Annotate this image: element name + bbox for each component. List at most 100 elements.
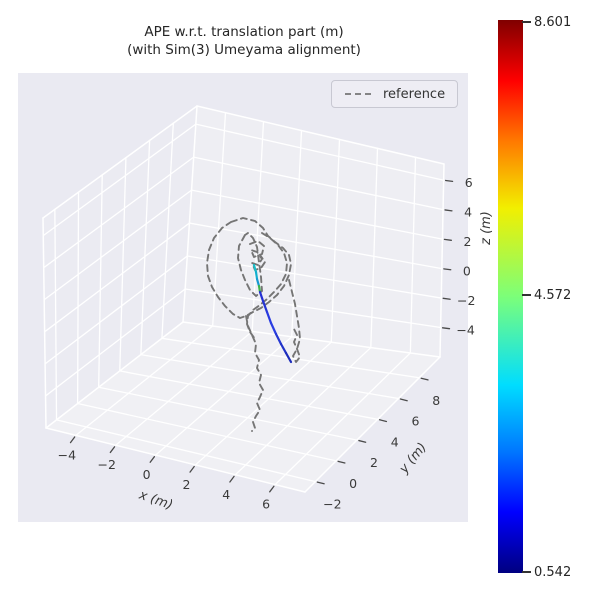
estimated-trajectory-segment xyxy=(269,321,278,336)
y-tick-mark xyxy=(399,398,408,402)
grid-line-z-right xyxy=(195,123,445,181)
grid-line-x-floor xyxy=(154,336,293,456)
estimated-trajectory-segment xyxy=(284,351,293,364)
estimated-trajectory-segment xyxy=(274,332,283,346)
grid-line-x-wall xyxy=(291,129,303,338)
reference-trajectory xyxy=(246,232,288,340)
estimated-trajectory-segment xyxy=(261,299,269,314)
z-tick-label: 4 xyxy=(464,205,472,220)
grid-line-z-left xyxy=(43,156,195,269)
grid-line-x-floor xyxy=(75,325,214,437)
grid-line-x-floor xyxy=(115,330,253,446)
reference-trajectory xyxy=(237,232,263,297)
z-tick-mark xyxy=(444,209,453,212)
colorbar-min-value: 0.542 xyxy=(534,564,572,580)
colorbar-max-value: 8.601 xyxy=(534,14,572,30)
grid-line-y-floor xyxy=(161,337,420,379)
y-tick-label: 2 xyxy=(370,455,378,470)
z-tick-label: −2 xyxy=(457,293,475,308)
pane-floor xyxy=(46,322,440,492)
grid-line-z-right xyxy=(190,189,444,240)
box-edge xyxy=(182,105,198,323)
z-tick-mark xyxy=(442,297,451,300)
legend: reference xyxy=(331,80,459,108)
grid-line-z-left xyxy=(43,189,193,301)
grid-line-y-floor xyxy=(76,402,337,462)
grid-line-y-wall xyxy=(54,208,58,421)
y-tick-label: 0 xyxy=(349,476,357,491)
grid-line-y-wall xyxy=(119,157,127,372)
grid-line-z-right xyxy=(186,255,442,299)
grid-line-z-left xyxy=(44,255,188,365)
box-edge xyxy=(42,105,198,219)
x-tick-mark xyxy=(269,485,275,493)
x-tick-label: 2 xyxy=(182,477,190,492)
grid-line-x-wall xyxy=(409,156,417,354)
grid-line-y-floor xyxy=(140,353,400,400)
grid-line-z-left xyxy=(42,123,197,237)
estimated-trajectory-segment xyxy=(254,270,259,281)
grid-line-y-wall xyxy=(140,139,151,356)
estimated-trajectory-segment xyxy=(258,290,265,303)
x-tick-mark xyxy=(109,446,116,454)
box-edge xyxy=(439,163,445,358)
colorbar-tick-dash xyxy=(522,21,531,23)
colorbar-tick-dash xyxy=(522,294,531,296)
y-tick-label: 8 xyxy=(432,393,440,408)
grid-line-z-left xyxy=(43,222,191,333)
y-tick-mark xyxy=(358,439,367,443)
y-tick-mark xyxy=(378,419,388,423)
colorbar-min-tick: 0.542 xyxy=(522,564,572,580)
reference-trajectory xyxy=(245,315,264,432)
grid-line-z-right xyxy=(188,222,443,270)
box-edge xyxy=(45,321,184,429)
grid-line-y-floor xyxy=(119,370,379,420)
z-tick-mark xyxy=(443,268,452,271)
grid-line-y-floor xyxy=(98,386,358,441)
z-tick-mark xyxy=(441,327,451,330)
z-tick-label: 2 xyxy=(463,234,471,249)
grid-line-x-floor xyxy=(234,346,372,476)
grid-line-x-floor xyxy=(274,352,411,486)
title-line-1: APE w.r.t. translation part (m) xyxy=(144,24,344,40)
plot-title: APE w.r.t. translation part (m) (with Si… xyxy=(18,23,470,59)
x-tick-mark xyxy=(229,475,235,483)
colorbar-mid-value: 4.572 xyxy=(534,287,572,303)
colorbar-tick-dash xyxy=(522,571,531,573)
x-tick-label: 4 xyxy=(222,487,230,502)
reference-trajectory xyxy=(249,240,266,271)
estimated-trajectory-segment xyxy=(255,277,261,288)
x-tick-label: 0 xyxy=(143,467,151,482)
estimated-trajectory-segment xyxy=(279,342,288,355)
z-tick-mark xyxy=(443,238,453,241)
grid-line-y-wall xyxy=(98,174,103,388)
legend-dash-icon xyxy=(345,93,373,95)
z-axis-label: z (m) xyxy=(478,211,494,245)
x-tick-label: −4 xyxy=(58,447,76,462)
pane-left xyxy=(43,106,197,428)
box-edge xyxy=(196,105,445,165)
grid-line-z-right xyxy=(193,156,444,211)
y-tick-label: 6 xyxy=(411,414,419,429)
z-tick-label: 0 xyxy=(463,264,471,279)
legend-label: reference xyxy=(383,86,446,102)
grid-line-x-wall xyxy=(330,138,341,343)
box-edge xyxy=(182,321,441,358)
grid-line-z-right xyxy=(184,288,442,329)
box-edge xyxy=(45,427,306,493)
grid-line-y-wall xyxy=(161,122,174,339)
box-edge xyxy=(42,217,47,429)
grid-line-y-floor xyxy=(55,419,317,483)
x-tick-mark xyxy=(149,456,156,463)
y-tick-label: −2 xyxy=(323,497,341,512)
colorbar-mid-tick: 4.572 xyxy=(522,287,572,303)
title-line-2: (with Sim(3) Umeyama alignment) xyxy=(127,42,361,58)
grid-line-y-wall xyxy=(76,191,80,405)
colorbar xyxy=(498,20,523,573)
estimated-trajectory-segment xyxy=(265,310,273,325)
y-tick-mark xyxy=(420,377,429,381)
grid-line-z-left xyxy=(44,288,186,397)
y-tick-label: 4 xyxy=(391,434,399,449)
